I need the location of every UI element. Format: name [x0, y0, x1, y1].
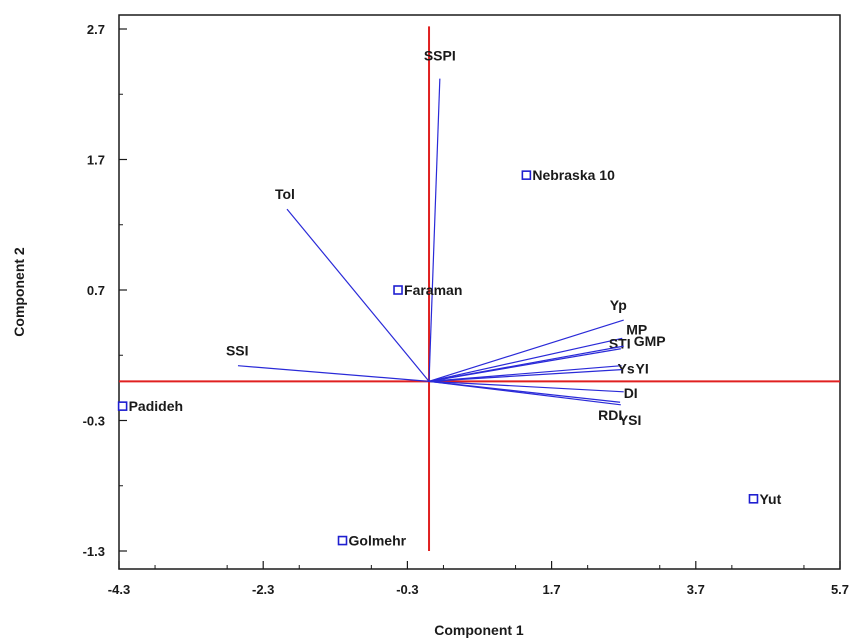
point-label: Golmehr [349, 533, 407, 549]
vector-label: Ys [618, 361, 635, 377]
vector-mp [428, 337, 623, 382]
plot-frame [118, 14, 841, 570]
point-label: Yut [759, 491, 781, 507]
x-tick-label: -4.3 [108, 582, 130, 597]
vector-label: RDI [598, 407, 622, 423]
vector-di [428, 380, 624, 393]
y-axis-title: Component 2 [11, 247, 27, 337]
vector-tol [286, 208, 430, 382]
point-label: Nebraska 10 [532, 167, 615, 183]
vector-label: YI [636, 361, 649, 377]
vector-ssi [237, 365, 430, 382]
vector-yi [428, 369, 622, 382]
vector-label: Yp [610, 297, 627, 313]
reference-lines [119, 26, 840, 551]
x-tick-label: 1.7 [543, 582, 561, 597]
point-marker [521, 170, 532, 180]
y-tick-label: 2.7 [87, 22, 105, 37]
point-marker [117, 401, 128, 411]
vector-label: MP [626, 321, 647, 337]
y-tick-label: -1.3 [83, 544, 105, 559]
x-tick-label: -2.3 [252, 582, 274, 597]
y-tick-label: 0.7 [87, 283, 105, 298]
point-marker [748, 493, 759, 504]
vector-ysi [428, 380, 621, 406]
vector-label: Tol [275, 186, 295, 202]
vector-gmp [428, 345, 624, 382]
ticks: -4.3 -2.3 -0.3 1.7 3.7 5.7 -1.3 -0.3 0.7 1.7 2.7 [83, 22, 849, 597]
point-label: Faraman [404, 282, 462, 298]
vector-label: SSPI [424, 48, 456, 64]
vector-label: SSI [226, 343, 249, 359]
vector-ys [428, 365, 622, 382]
x-tick-label: 5.7 [831, 582, 849, 597]
y-tick-label: -0.3 [83, 414, 105, 429]
vector-label: GMP [634, 333, 666, 349]
x-tick-label: -0.3 [396, 582, 418, 597]
x-axis-title: Component 1 [434, 622, 524, 638]
vector-yp [428, 319, 624, 382]
vector-label: DI [624, 385, 638, 401]
x-tick-label: 3.7 [687, 582, 705, 597]
point-marker [393, 285, 403, 295]
points: Padideh Golmehr Faraman Nebraska 10 Yut [117, 167, 782, 549]
point-marker [337, 535, 348, 546]
vector-label: STI [609, 336, 631, 352]
point-label: Padideh [129, 398, 183, 414]
y-tick-label: 1.7 [87, 153, 105, 168]
vector-sspi [428, 78, 441, 382]
vector-label: YSI [619, 412, 642, 428]
